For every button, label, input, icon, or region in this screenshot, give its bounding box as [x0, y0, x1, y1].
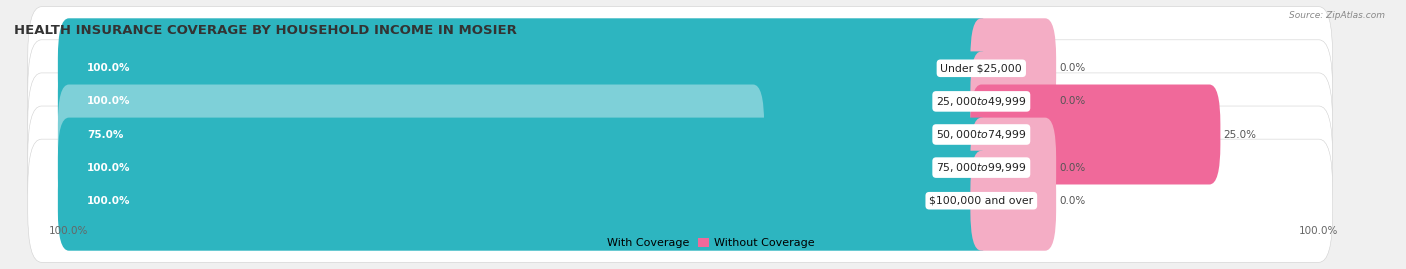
FancyBboxPatch shape — [58, 18, 993, 118]
Text: $25,000 to $49,999: $25,000 to $49,999 — [936, 95, 1026, 108]
FancyBboxPatch shape — [58, 51, 993, 151]
FancyBboxPatch shape — [28, 40, 1333, 163]
Text: Source: ZipAtlas.com: Source: ZipAtlas.com — [1289, 11, 1385, 20]
Text: 100.0%: 100.0% — [87, 162, 131, 173]
Text: 100.0%: 100.0% — [87, 96, 131, 107]
Text: 0.0%: 0.0% — [1059, 96, 1085, 107]
FancyBboxPatch shape — [970, 51, 1056, 151]
FancyBboxPatch shape — [28, 139, 1333, 262]
FancyBboxPatch shape — [970, 84, 1220, 185]
FancyBboxPatch shape — [58, 151, 993, 251]
Legend: With Coverage, Without Coverage: With Coverage, Without Coverage — [588, 233, 818, 253]
Text: $50,000 to $74,999: $50,000 to $74,999 — [936, 128, 1026, 141]
Text: 75.0%: 75.0% — [87, 129, 124, 140]
Text: $75,000 to $99,999: $75,000 to $99,999 — [936, 161, 1026, 174]
Text: 100.0%: 100.0% — [1299, 225, 1339, 236]
Text: Under $25,000: Under $25,000 — [941, 63, 1022, 73]
Text: 100.0%: 100.0% — [87, 63, 131, 73]
Text: 0.0%: 0.0% — [1059, 196, 1085, 206]
Text: 25.0%: 25.0% — [1223, 129, 1256, 140]
Text: 0.0%: 0.0% — [1059, 162, 1085, 173]
FancyBboxPatch shape — [28, 7, 1333, 130]
FancyBboxPatch shape — [970, 151, 1056, 251]
Text: 0.0%: 0.0% — [1059, 63, 1085, 73]
FancyBboxPatch shape — [28, 106, 1333, 229]
FancyBboxPatch shape — [970, 118, 1056, 218]
Text: HEALTH INSURANCE COVERAGE BY HOUSEHOLD INCOME IN MOSIER: HEALTH INSURANCE COVERAGE BY HOUSEHOLD I… — [14, 24, 517, 37]
FancyBboxPatch shape — [970, 18, 1056, 118]
Text: $100,000 and over: $100,000 and over — [929, 196, 1033, 206]
FancyBboxPatch shape — [28, 73, 1333, 196]
FancyBboxPatch shape — [58, 118, 993, 218]
Text: 100.0%: 100.0% — [87, 196, 131, 206]
FancyBboxPatch shape — [58, 84, 763, 185]
Text: 100.0%: 100.0% — [49, 225, 89, 236]
